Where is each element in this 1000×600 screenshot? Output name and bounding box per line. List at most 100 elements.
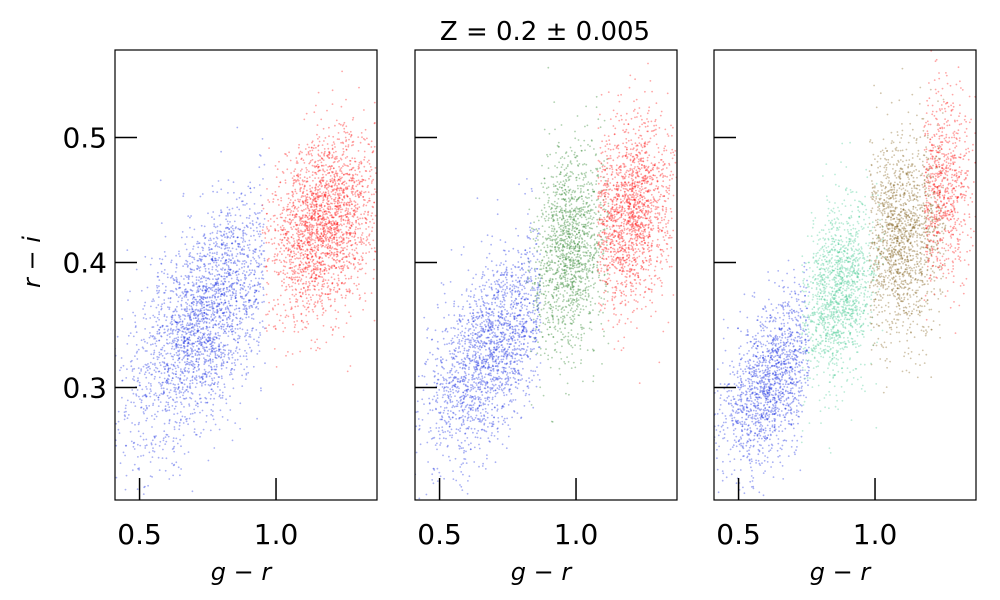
data-point <box>505 269 508 272</box>
data-point <box>173 463 176 466</box>
data-point <box>199 266 202 269</box>
data-point <box>185 236 188 238</box>
data-point <box>215 363 218 366</box>
data-point <box>197 330 199 333</box>
data-point <box>188 336 191 339</box>
data-point <box>172 447 175 450</box>
data-point <box>330 276 333 279</box>
data-point <box>216 354 219 357</box>
data-point <box>262 277 265 280</box>
data-point <box>171 329 174 332</box>
data-point <box>227 352 230 355</box>
data-point <box>345 233 348 236</box>
data-point <box>306 254 309 257</box>
data-point <box>358 283 360 286</box>
data-point <box>220 375 223 378</box>
data-point <box>289 223 292 226</box>
data-point <box>187 276 190 279</box>
data-point <box>310 347 312 350</box>
data-point <box>262 250 265 252</box>
data-point <box>182 328 185 330</box>
data-point <box>301 210 304 212</box>
data-point <box>369 175 372 178</box>
data-point <box>337 208 340 210</box>
data-point <box>178 378 181 381</box>
data-point <box>362 205 365 207</box>
data-point <box>164 365 167 368</box>
data-point <box>206 401 209 404</box>
data-point <box>328 238 330 240</box>
data-point <box>299 257 301 260</box>
data-point <box>367 226 370 228</box>
data-point <box>323 224 326 227</box>
data-point <box>366 201 369 204</box>
data-point <box>299 252 302 255</box>
data-point <box>203 276 205 279</box>
data-point <box>354 201 357 204</box>
data-point <box>148 405 151 407</box>
data-point <box>435 422 438 425</box>
data-point <box>151 343 154 345</box>
data-point <box>320 118 323 121</box>
data-point <box>374 214 377 217</box>
data-point <box>271 260 274 262</box>
data-point <box>298 224 301 226</box>
data-point <box>334 211 336 214</box>
data-point <box>245 202 248 205</box>
data-point <box>218 350 220 352</box>
data-point <box>320 222 323 225</box>
data-point <box>163 377 166 380</box>
data-point <box>187 278 190 281</box>
data-point <box>232 257 234 260</box>
data-point <box>356 203 359 206</box>
data-point <box>321 194 323 197</box>
data-point <box>367 199 370 202</box>
data-point <box>177 336 180 339</box>
data-point <box>309 243 312 246</box>
data-point <box>201 376 204 379</box>
data-point <box>299 291 302 294</box>
data-point <box>310 248 312 251</box>
data-point <box>182 350 185 353</box>
data-point <box>317 137 319 140</box>
data-point <box>511 328 514 330</box>
data-point <box>320 245 323 248</box>
data-point <box>321 217 324 220</box>
data-point <box>220 325 222 328</box>
data-point <box>177 387 180 389</box>
data-point <box>245 271 248 273</box>
data-point <box>159 179 162 182</box>
data-point <box>374 250 377 253</box>
data-point <box>304 222 307 225</box>
data-point <box>217 376 220 378</box>
data-point <box>338 197 341 200</box>
data-point <box>133 463 136 466</box>
data-point <box>198 368 201 370</box>
data-point <box>181 382 184 384</box>
data-point <box>291 177 294 180</box>
data-point <box>310 217 313 220</box>
data-point <box>506 362 508 365</box>
data-point <box>293 179 296 181</box>
data-point <box>197 351 200 354</box>
data-point <box>331 267 333 269</box>
data-point <box>299 204 302 207</box>
data-point <box>235 292 237 295</box>
data-point <box>301 274 304 277</box>
data-point <box>315 267 318 270</box>
data-point <box>231 227 234 230</box>
data-point <box>361 232 364 234</box>
data-point <box>309 277 311 279</box>
data-point <box>195 302 198 305</box>
data-point <box>297 230 299 233</box>
data-point <box>211 358 214 361</box>
data-point <box>173 450 176 453</box>
data-point <box>302 321 305 324</box>
data-point <box>332 329 334 332</box>
data-point <box>234 359 237 361</box>
data-point <box>302 254 305 256</box>
data-point <box>325 234 328 236</box>
data-point <box>226 286 228 289</box>
data-point <box>235 226 237 229</box>
data-point <box>190 289 193 292</box>
